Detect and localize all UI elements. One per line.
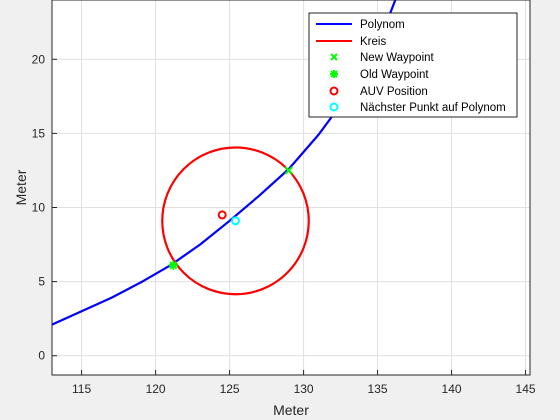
old-waypoint-marker	[168, 260, 178, 270]
naechster-punkt-marker	[231, 216, 241, 226]
x-tick-label: 120	[146, 382, 166, 396]
plot-frame	[51, 0, 531, 376]
y-tick-label: 10	[32, 201, 46, 215]
x-tick-label: 135	[368, 382, 388, 396]
legend-label-naechster-punkt: Nächster Punkt auf Polynom	[360, 102, 506, 114]
grid-lines	[52, 0, 530, 375]
legend-symbol-auv-position	[329, 86, 339, 96]
y-tick-label: 5	[38, 275, 45, 289]
x-tick-label: 115	[72, 382, 91, 396]
legend-symbol-old-waypoint	[330, 70, 338, 78]
legend: Polynom Kreis New Waypoint Old Waypoint …	[308, 12, 518, 118]
auv-position-marker	[217, 210, 227, 220]
y-tick-label: 15	[32, 126, 46, 140]
legend-label-auv-position: AUV Position	[360, 86, 428, 98]
y-tick-label: 20	[32, 52, 46, 66]
legend-symbol-new-waypoint	[330, 53, 338, 61]
legend-label-polynom: Polynom	[360, 19, 405, 31]
legend-symbol-naechster-punkt	[329, 102, 339, 112]
kreis-circle	[161, 146, 310, 296]
legend-box	[308, 12, 518, 118]
legend-label-kreis: Kreis	[360, 36, 386, 48]
x-tick-label: 145	[516, 382, 536, 396]
x-axis-label: Meter	[273, 402, 309, 418]
new-waypoint-marker	[284, 166, 293, 175]
new-waypoint-stroke	[284, 166, 293, 175]
legend-label-new-waypoint: New Waypoint	[360, 52, 435, 64]
x-tick-label: 140	[442, 382, 462, 396]
y-tick-label: 0	[38, 349, 45, 363]
x-tick-label: 125	[220, 382, 240, 396]
legend-label-old-waypoint: Old Waypoint	[360, 69, 429, 81]
x-tick-label: 130	[294, 382, 314, 396]
old-waypoint-stroke	[169, 261, 178, 270]
axis-ticks: 115 120 125 130 135 140 145 0 5 10 15 20	[32, 52, 536, 396]
y-axis-label: Meter	[13, 169, 29, 205]
